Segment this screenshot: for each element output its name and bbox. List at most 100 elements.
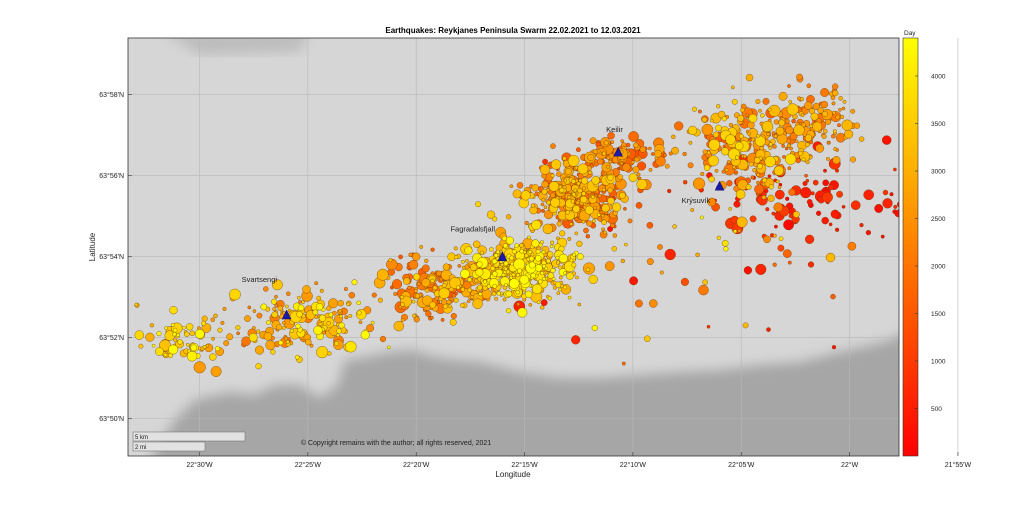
earthquake-point	[449, 318, 457, 326]
earthquake-point	[248, 333, 258, 342]
earthquake-point	[607, 197, 615, 205]
earthquake-point	[562, 156, 567, 161]
earthquake-point	[516, 302, 521, 307]
earthquake-point	[429, 315, 434, 320]
earthquake-point	[540, 299, 548, 306]
earthquake-point	[735, 141, 744, 151]
earthquake-point	[184, 331, 190, 337]
earthquake-point	[795, 157, 801, 164]
earthquake-point	[475, 268, 484, 277]
earthquake-point	[209, 353, 217, 361]
earthquake-point	[735, 155, 740, 160]
earthquake-point	[824, 186, 829, 191]
earthquake-point	[371, 292, 377, 298]
earthquake-point	[457, 264, 462, 268]
earthquake-point	[601, 187, 606, 192]
earthquake-point	[504, 283, 508, 287]
earthquake-point	[788, 213, 794, 219]
earthquake-point	[773, 165, 784, 176]
earthquake-point	[134, 302, 139, 307]
earthquake-point	[345, 341, 357, 353]
earthquake-point	[823, 168, 827, 173]
earthquake-point	[743, 154, 747, 159]
earthquake-point	[627, 218, 633, 224]
earthquake-point	[541, 180, 549, 188]
earthquake-point	[450, 313, 457, 319]
earthquake-point	[338, 322, 345, 329]
earthquake-point	[610, 222, 615, 228]
earthquake-point	[583, 227, 589, 234]
earthquake-point	[680, 277, 689, 286]
earthquake-point	[742, 322, 749, 329]
earthquake-point	[695, 252, 700, 257]
earthquake-point	[630, 160, 635, 165]
earthquake-point	[421, 278, 431, 288]
earthquake-point	[634, 156, 640, 163]
earthquake-point	[575, 275, 579, 280]
earthquake-point	[810, 112, 819, 121]
earthquake-point	[726, 180, 733, 187]
earthquake-point	[796, 73, 803, 81]
earthquake-point	[493, 253, 499, 258]
earthquake-point	[581, 177, 588, 185]
earthquake-point	[538, 279, 543, 284]
earthquake-point	[573, 188, 578, 193]
earthquake-point	[581, 219, 586, 224]
earthquake-point	[765, 207, 770, 212]
earthquake-point	[408, 252, 413, 257]
earthquake-point	[620, 258, 625, 264]
earthquake-point	[701, 123, 714, 136]
earthquake-point	[777, 244, 785, 252]
earthquake-point	[550, 268, 556, 273]
earthquake-point	[298, 300, 302, 304]
colorbar-tick-label: 4000	[931, 74, 946, 81]
earthquake-point	[628, 173, 638, 182]
earthquake-point	[776, 133, 788, 145]
earthquake-point	[571, 262, 577, 268]
earthquake-point	[757, 163, 763, 170]
earthquake-point	[783, 249, 792, 258]
earthquake-point	[505, 290, 513, 298]
earthquake-point	[422, 295, 433, 306]
earthquake-point	[830, 293, 836, 300]
earthquake-point	[550, 197, 561, 208]
earthquake-point	[826, 157, 830, 161]
earthquake-point	[530, 272, 536, 279]
earthquake-point	[163, 352, 168, 357]
earthquake-point	[182, 326, 186, 330]
earthquake-point	[314, 281, 319, 286]
earthquake-point	[706, 324, 711, 329]
earthquake-point	[812, 179, 819, 186]
earthquake-point	[541, 250, 546, 255]
earthquake-point	[832, 156, 841, 165]
earthquake-point	[850, 108, 856, 114]
earthquake-point	[830, 209, 840, 219]
earthquake-point	[532, 283, 543, 295]
earthquake-point	[548, 181, 560, 192]
earthquake-point	[555, 281, 562, 288]
copyright-notice: © Copyright remains with the author; all…	[301, 439, 491, 447]
earthquake-point	[531, 184, 539, 192]
earthquake-point	[723, 246, 729, 252]
earthquake-point	[721, 240, 729, 247]
earthquake-point	[517, 307, 528, 318]
earthquake-point	[177, 339, 183, 345]
earthquake-point	[692, 106, 697, 112]
earthquake-point	[513, 258, 526, 271]
earthquake-point	[541, 198, 546, 202]
earthquake-point	[778, 91, 788, 101]
earthquake-point	[318, 322, 323, 327]
earthquake-point	[528, 303, 533, 307]
earthquake-point	[606, 155, 611, 160]
earthquake-point	[456, 285, 461, 290]
earthquake-point	[506, 308, 512, 314]
earthquake-point	[534, 264, 543, 272]
earthquake-point	[501, 273, 506, 277]
earthquake-point	[421, 264, 430, 273]
earthquake-point	[821, 133, 827, 139]
earthquake-point	[817, 107, 824, 114]
earthquake-point	[195, 329, 205, 339]
earthquake-point	[519, 274, 530, 285]
earthquake-point	[622, 163, 631, 172]
earthquake-point	[815, 143, 825, 153]
